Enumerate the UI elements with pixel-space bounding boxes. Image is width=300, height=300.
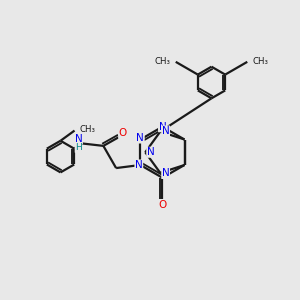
Text: CH₃: CH₃ — [252, 57, 268, 66]
Text: N: N — [162, 126, 170, 136]
Text: N: N — [136, 133, 144, 143]
Text: CH₃: CH₃ — [154, 57, 171, 66]
Text: O: O — [158, 200, 166, 210]
Text: N: N — [162, 169, 170, 178]
Text: O: O — [118, 128, 127, 138]
Text: H: H — [75, 143, 82, 152]
Text: N: N — [147, 147, 154, 157]
Text: N: N — [158, 122, 166, 132]
Text: N: N — [135, 160, 143, 170]
Text: CH₃: CH₃ — [80, 124, 96, 134]
Text: N: N — [75, 134, 83, 143]
